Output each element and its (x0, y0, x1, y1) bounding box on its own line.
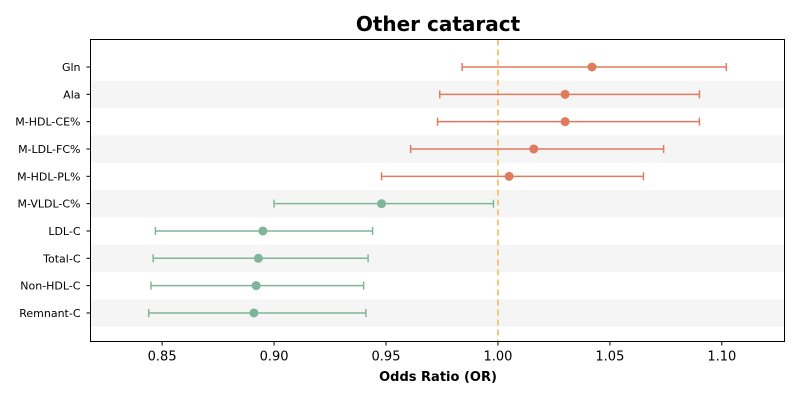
or-point (253, 253, 263, 263)
x-tick-label: 1.05 (595, 350, 624, 365)
or-point (587, 62, 597, 72)
or-point (504, 171, 514, 181)
x-tick-label: 0.95 (372, 350, 401, 365)
y-axis: Gln Ala M-HDL-CE% M-LDL-FC% M-HDL-PL% M-VLDL-… (15, 61, 91, 320)
y-tick-label: Remnant-C (19, 307, 81, 320)
x-axis-label: Odds Ratio (OR) (379, 370, 497, 385)
x-tick-label: 0.85 (148, 350, 177, 365)
or-point (249, 308, 259, 318)
x-tick-label: 1.10 (707, 350, 736, 365)
chart-title: Other cataract (356, 12, 521, 36)
y-tick-label: M-LDL-FC% (18, 143, 80, 156)
plot-frame (90, 39, 785, 342)
y-tick-label: Gln (62, 61, 81, 74)
y-tick-label: Non-HDL-C (20, 280, 81, 293)
x-tick-label: 0.90 (260, 350, 289, 365)
x-axis: 0.85 0.90 0.95 1.00 1.05 1.10 (148, 341, 736, 365)
x-tick-label: 1.00 (483, 350, 512, 365)
or-point (560, 89, 570, 99)
or-point (251, 281, 261, 291)
marks (147, 62, 728, 318)
or-point (529, 144, 539, 154)
or-point (258, 226, 268, 236)
or-point (560, 117, 570, 127)
y-tick-label: M-VLDL-C% (18, 198, 81, 211)
y-tick-label: Total-C (42, 252, 81, 265)
y-tick-label: Ala (63, 88, 80, 101)
y-tick-label: LDL-C (48, 225, 81, 238)
y-tick-label: M-HDL-CE% (15, 116, 80, 129)
y-tick-label: M-HDL-PL% (17, 170, 80, 183)
or-point (377, 199, 387, 209)
